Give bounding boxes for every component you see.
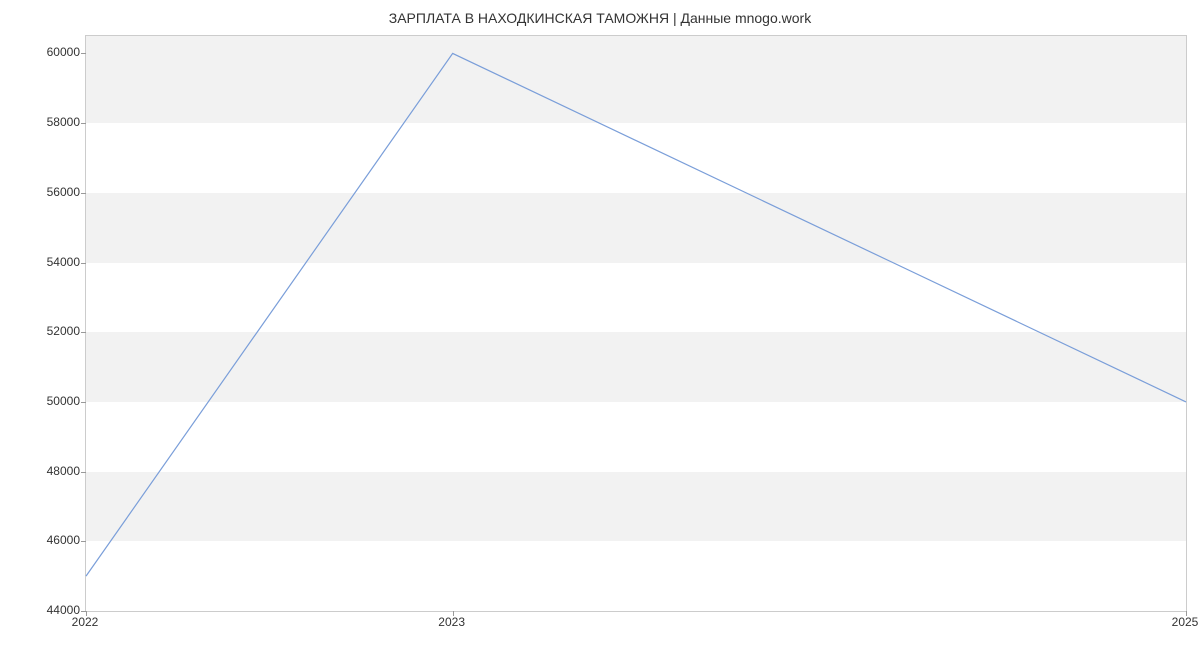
chart-container: ЗАРПЛАТА В НАХОДКИНСКАЯ ТАМОЖНЯ | Данные… — [0, 0, 1200, 650]
y-axis-tick-label: 58000 — [20, 115, 80, 129]
x-axis-tick-label: 2023 — [438, 615, 465, 629]
y-axis-tick-mark — [81, 541, 86, 542]
y-axis-tick-mark — [81, 193, 86, 194]
y-axis-tick-label: 48000 — [20, 464, 80, 478]
y-axis-tick-label: 46000 — [20, 533, 80, 547]
y-axis-tick-mark — [81, 332, 86, 333]
y-axis-tick-mark — [81, 402, 86, 403]
y-axis-tick-mark — [81, 263, 86, 264]
y-axis-tick-mark — [81, 53, 86, 54]
plot-area — [85, 35, 1187, 612]
y-axis-tick-label: 50000 — [20, 394, 80, 408]
chart-title: ЗАРПЛАТА В НАХОДКИНСКАЯ ТАМОЖНЯ | Данные… — [0, 0, 1200, 26]
line-chart-svg — [86, 36, 1186, 611]
y-axis-tick-label: 54000 — [20, 255, 80, 269]
salary-line — [86, 53, 1186, 576]
y-axis-tick-label: 52000 — [20, 324, 80, 338]
y-axis-tick-label: 60000 — [20, 45, 80, 59]
x-axis-tick-label: 2025 — [1172, 615, 1199, 629]
y-axis-tick-label: 56000 — [20, 185, 80, 199]
y-axis-tick-mark — [81, 472, 86, 473]
y-axis-tick-mark — [81, 123, 86, 124]
x-axis-tick-label: 2022 — [72, 615, 99, 629]
